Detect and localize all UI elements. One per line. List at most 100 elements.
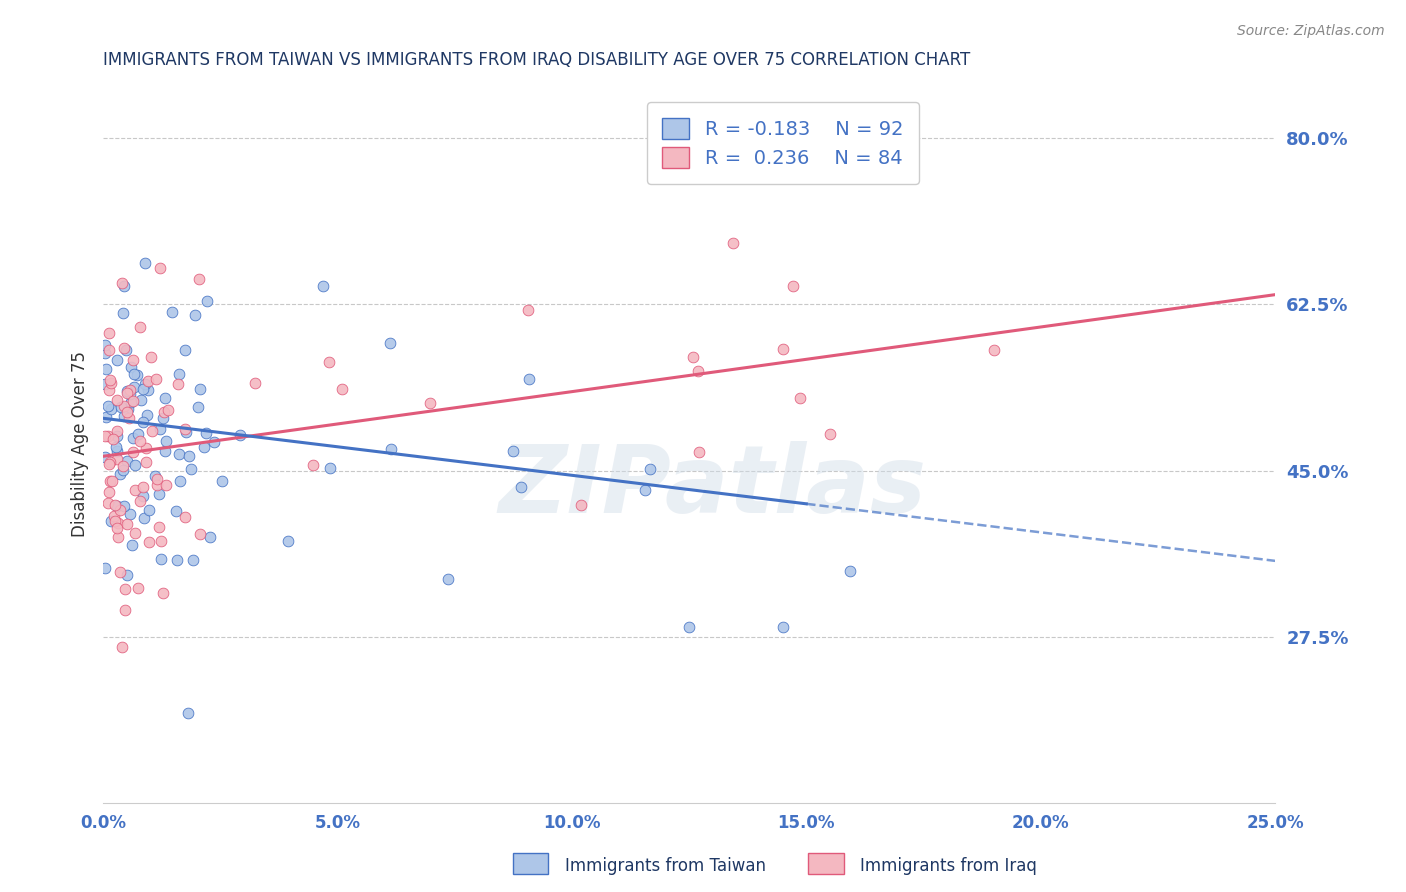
Point: [132, 489, 155, 503]
Point: [112, 341, 135, 355]
Point: [134, 255, 156, 269]
Point: [105, 424, 128, 438]
Point: [97, 484, 120, 499]
Point: [188, 271, 211, 285]
Point: [114, 602, 136, 616]
Point: [173, 343, 195, 358]
Point: [174, 510, 197, 524]
Point: [155, 477, 177, 491]
Point: [181, 552, 204, 566]
Point: [302, 458, 325, 473]
Point: [110, 467, 132, 482]
Point: [772, 342, 794, 356]
Point: [100, 401, 122, 416]
Point: [97, 496, 120, 510]
Point: [110, 503, 132, 517]
Point: [128, 319, 150, 334]
Point: [129, 494, 152, 508]
Point: [188, 382, 211, 396]
Point: [115, 405, 138, 419]
Point: [96, 410, 118, 425]
Point: [97, 399, 120, 413]
Point: [156, 403, 179, 417]
Point: [180, 462, 202, 476]
Point: [517, 372, 540, 386]
Point: [122, 445, 145, 459]
Point: [318, 355, 340, 369]
Point: [148, 520, 170, 534]
Point: [112, 499, 135, 513]
Point: [97, 326, 120, 341]
Point: [678, 620, 700, 634]
Point: [638, 461, 661, 475]
Point: [93, 450, 115, 465]
Point: [167, 447, 190, 461]
Point: [134, 377, 156, 392]
Point: [167, 377, 190, 392]
Point: [94, 338, 117, 352]
Point: [634, 483, 657, 498]
Point: [117, 384, 139, 398]
Point: [772, 620, 794, 634]
Point: [115, 517, 138, 532]
Point: [124, 458, 146, 472]
Legend: R = -0.183    N = 92, R =  0.236    N = 84: R = -0.183 N = 92, R = 0.236 N = 84: [647, 103, 920, 184]
Point: [174, 425, 197, 439]
Point: [165, 504, 187, 518]
Point: [187, 400, 209, 414]
Point: [118, 384, 141, 398]
Text: ZIPatlas: ZIPatlas: [499, 442, 927, 533]
Point: [138, 503, 160, 517]
Point: [105, 352, 128, 367]
Point: [122, 367, 145, 381]
Point: [132, 511, 155, 525]
Point: [149, 533, 172, 548]
Point: [138, 374, 160, 388]
Point: [198, 530, 221, 544]
Point: [112, 409, 135, 423]
Point: [107, 530, 129, 544]
Point: [122, 380, 145, 394]
Point: [100, 376, 122, 391]
Point: [118, 507, 141, 521]
Point: [569, 498, 592, 512]
Point: [135, 409, 157, 423]
Point: [96, 362, 118, 376]
Point: [127, 582, 149, 596]
Point: [111, 458, 134, 473]
Point: [502, 444, 524, 458]
Point: [682, 350, 704, 364]
Point: [782, 278, 804, 293]
Point: [112, 306, 135, 320]
Point: [112, 400, 135, 414]
Point: [138, 383, 160, 397]
Point: [162, 305, 184, 319]
Point: [138, 534, 160, 549]
Point: [135, 455, 157, 469]
Point: [789, 391, 811, 405]
Y-axis label: Disability Age Over 75: Disability Age Over 75: [72, 351, 89, 537]
Point: [127, 368, 149, 383]
Point: [93, 561, 115, 575]
Point: [112, 279, 135, 293]
Point: [100, 373, 122, 387]
Point: [124, 483, 146, 497]
Point: [121, 431, 143, 445]
Point: [122, 353, 145, 368]
Point: [380, 442, 402, 456]
Point: [105, 428, 128, 442]
Point: [148, 487, 170, 501]
Point: [152, 410, 174, 425]
Point: [153, 444, 176, 458]
Point: [124, 526, 146, 541]
Point: [243, 376, 266, 391]
Point: [419, 396, 441, 410]
Point: [98, 457, 121, 471]
Point: [115, 567, 138, 582]
Point: [105, 499, 128, 513]
Point: [115, 454, 138, 468]
Point: [118, 410, 141, 425]
Point: [120, 394, 142, 409]
Point: [111, 640, 134, 654]
Text: IMMIGRANTS FROM TAIWAN VS IMMIGRANTS FROM IRAQ DISABILITY AGE OVER 75 CORRELATIO: IMMIGRANTS FROM TAIWAN VS IMMIGRANTS FRO…: [103, 51, 970, 69]
